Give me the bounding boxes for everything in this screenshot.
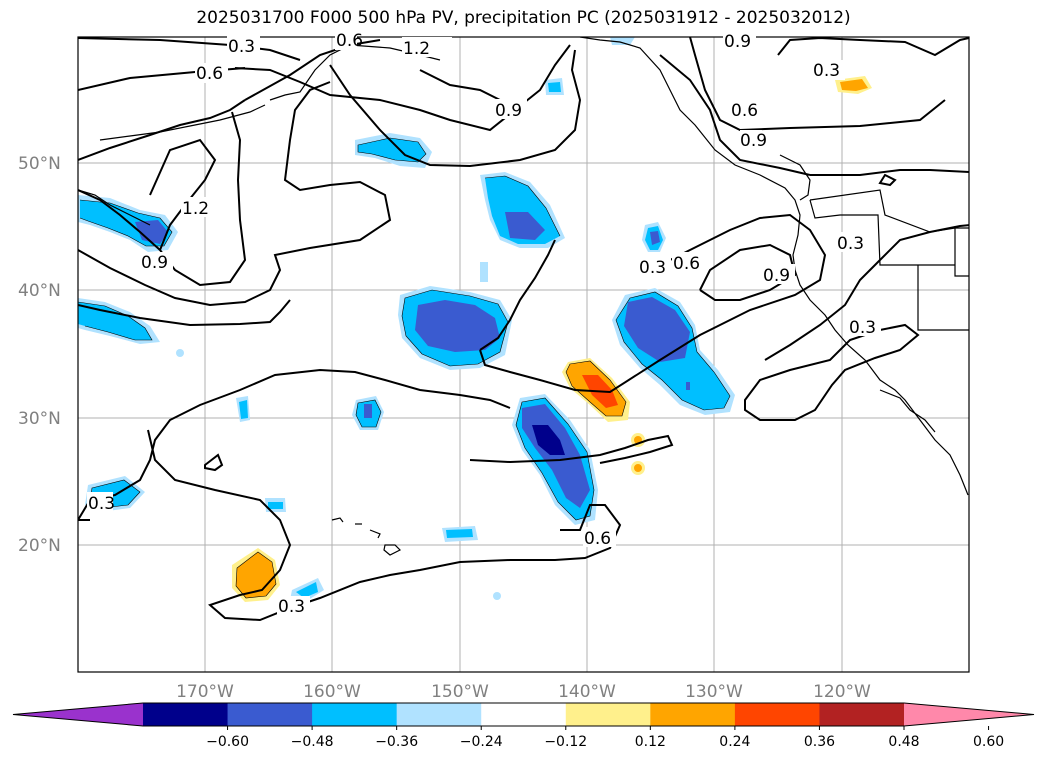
colorbar-swatch — [819, 703, 905, 726]
colorbar-tick-label: −0.48 — [291, 734, 334, 750]
lon-label: 130°W — [685, 682, 743, 702]
hawaiian-islands — [331, 517, 402, 556]
contour-label: 0.9 — [724, 32, 751, 52]
colorbar-swatch — [396, 703, 482, 726]
colorbar-extend-min — [13, 703, 143, 726]
coastlines — [78, 37, 969, 496]
lon-label: 150°W — [431, 682, 489, 702]
lon-label: 170°W — [176, 682, 234, 702]
contour-label: 0.6 — [673, 254, 700, 274]
contour-label: 0.3 — [639, 258, 666, 278]
map-background — [78, 37, 969, 672]
contour-label: 0.3 — [278, 597, 305, 617]
lat-label: 50°N — [18, 154, 61, 174]
colorbar-tick-label: 0.48 — [888, 734, 919, 750]
contour-label: 0.3 — [88, 494, 115, 514]
contour-label: 0.3 — [813, 61, 840, 81]
contour-labels: 0.3 0.6 0.9 1.2 0.3 0.6 0.9 0.9 0.6 0.3 … — [87, 31, 881, 617]
longitude-labels: 170°W 160°W 150°W 140°W 130°W 120°W — [176, 682, 871, 702]
contour-label: 1.2 — [403, 39, 430, 59]
shading-outlines — [78, 137, 731, 599]
contour-label: 0.9 — [141, 253, 168, 273]
lat-label: 20°N — [18, 536, 61, 556]
colorbar: −0.60 −0.48 −0.36 −0.24 −0.12 0.12 0.24 0.36 0.4… — [12, 702, 1035, 750]
contour-label: 0.3 — [837, 234, 864, 254]
latitude-labels: 50°N 40°N 30°N 20°N — [18, 154, 61, 556]
lon-label: 120°W — [813, 682, 871, 702]
contour-label: 1.2 — [182, 199, 209, 219]
colorbar-swatch — [734, 703, 820, 726]
contour-label: 0.6 — [731, 101, 758, 121]
lon-label: 160°W — [303, 682, 361, 702]
colorbar-swatch — [227, 703, 313, 726]
colorbar-outline — [12, 702, 1035, 727]
contour-label: 0.6 — [196, 64, 223, 84]
colorbar-tick-label: −0.36 — [375, 734, 418, 750]
contour-label: 0.9 — [495, 101, 522, 121]
contour-label: 0.6 — [584, 529, 611, 549]
contour-label: 0.6 — [336, 31, 363, 51]
lat-label: 30°N — [18, 409, 61, 429]
colorbar-tick-label: −0.24 — [460, 734, 503, 750]
lat-label: 40°N — [18, 281, 61, 301]
map-title: 2025031700 F000 500 hPa PV, precipitatio… — [196, 8, 851, 28]
colorbar-swatch — [565, 703, 651, 726]
contour-label: 0.3 — [849, 318, 876, 338]
pv-contours — [78, 37, 969, 622]
map-frame — [77, 36, 970, 673]
colorbar-swatch — [481, 703, 567, 726]
colorbar-tick-label: 0.24 — [719, 734, 750, 750]
contour-label: 0.9 — [740, 131, 767, 151]
colorbar-extend-max — [904, 703, 1034, 726]
colorbar-tick-label: −0.12 — [544, 734, 587, 750]
colorbar-swatch — [143, 703, 229, 726]
colorbar-tick-label: 0.60 — [973, 734, 1004, 750]
contour-label: 0.3 — [228, 37, 255, 57]
colorbar-tick-label: 0.36 — [804, 734, 835, 750]
colorbar-swatch — [312, 703, 398, 726]
contour-label: 0.9 — [763, 266, 790, 286]
colorbar-tick-label: 0.12 — [635, 734, 666, 750]
lon-label: 140°W — [558, 682, 616, 702]
colorbar-swatch — [650, 703, 736, 726]
colorbar-tick-label: −0.60 — [206, 734, 249, 750]
